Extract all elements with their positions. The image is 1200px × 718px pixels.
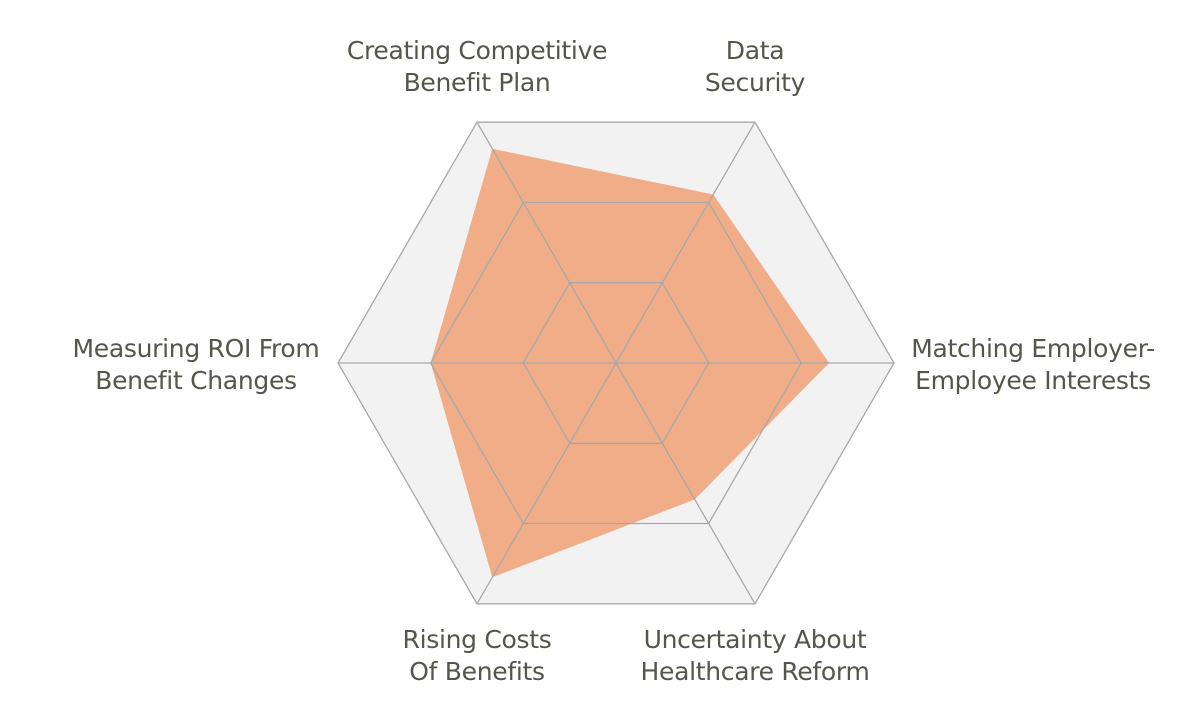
axis-label-line: Security xyxy=(705,68,806,97)
axis-labels: Data Security Matching Employer- Employee I… xyxy=(73,36,1156,686)
axis-label-line: Matching Employer- xyxy=(911,334,1155,363)
axis-label: Rising Costs Of Benefits xyxy=(403,625,552,686)
radar-spoke xyxy=(615,121,756,364)
axis-label-line: Of Benefits xyxy=(409,657,544,686)
axis-label: Measuring ROI From Benefit Changes xyxy=(73,334,320,395)
radar-spoke xyxy=(476,121,617,364)
axis-label-line: Employee Interests xyxy=(915,366,1151,395)
axis-label: Creating Competitive Benefit Plan xyxy=(347,36,607,97)
axis-label-line: Benefit Changes xyxy=(95,366,297,395)
axis-label-line: Measuring ROI From xyxy=(73,334,320,363)
axis-label: Matching Employer- Employee Interests xyxy=(911,334,1155,395)
axis-label-line: Rising Costs xyxy=(403,625,552,654)
axis-label: Data Security xyxy=(705,36,806,97)
radar-spoke xyxy=(615,362,756,605)
radar-spoke xyxy=(476,362,617,605)
axis-label-line: Data xyxy=(726,36,785,65)
axis-label-line: Benefit Plan xyxy=(404,68,551,97)
axis-label-line: Healthcare Reform xyxy=(640,657,869,686)
axis-label-line: Creating Competitive xyxy=(347,36,607,65)
axis-label-line: Uncertainty About xyxy=(644,625,867,654)
axis-label: Uncertainty About Healthcare Reform xyxy=(640,625,869,686)
radar-grid xyxy=(337,121,895,605)
